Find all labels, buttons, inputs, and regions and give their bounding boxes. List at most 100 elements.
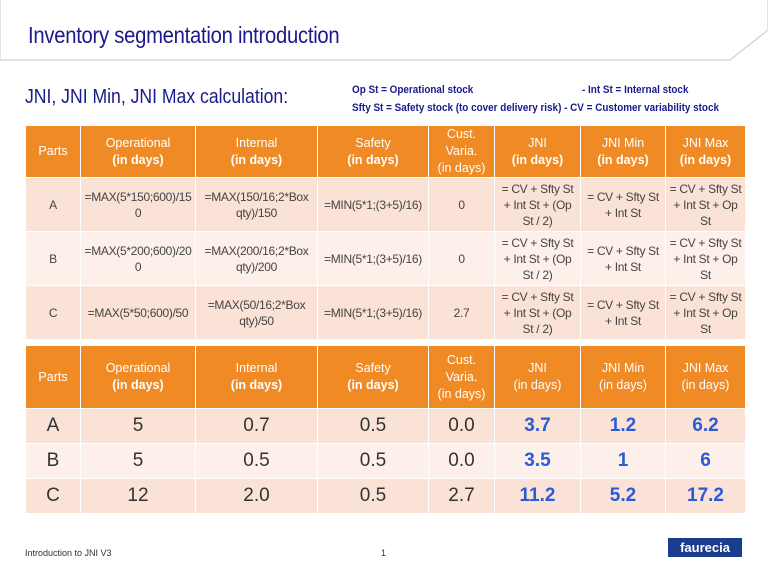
- header-label: Operational: [105, 361, 171, 375]
- header-cell: Internal (in days): [195, 125, 318, 178]
- header-unit: (in days): [681, 378, 730, 392]
- cell: = CV + Sfty St + Int St + (Op St / 2): [494, 177, 581, 232]
- header-label: Parts: [38, 144, 68, 158]
- cell: C: [25, 285, 81, 340]
- header-cell: JNI Min (in days): [580, 125, 666, 178]
- header-unit: (in days): [347, 378, 399, 392]
- cell: 0.0: [428, 443, 495, 479]
- cell: 1.2: [580, 408, 666, 444]
- header-label: JNI Max: [682, 361, 729, 375]
- header-cell: JNI Min (in days): [580, 345, 666, 409]
- data-row: B =MAX(5*200;600)/200 =MAX(200/16;2*Box qt…: [25, 231, 746, 286]
- cell: = CV + Sfty St + Int St + Op St: [665, 285, 746, 340]
- cell: =MAX(200/16;2*Box qty)/200: [195, 231, 318, 286]
- cell: =MIN(5*1;(3+5)/16): [317, 231, 429, 286]
- header-cell: Operational (in days): [80, 345, 196, 409]
- cell: B: [25, 443, 81, 479]
- cell: =MIN(5*1;(3+5)/16): [317, 177, 429, 232]
- header-cell: Parts: [25, 345, 81, 409]
- cell: 6: [665, 443, 746, 479]
- header-unit: (in days): [679, 152, 732, 167]
- cell: =MAX(150/16;2*Box qty)/150: [195, 177, 318, 232]
- cell: C: [25, 478, 81, 514]
- cell: 3.7: [494, 408, 581, 444]
- header-label: Cust. Varia.: [445, 127, 478, 158]
- logo: faurecia: [668, 538, 742, 557]
- header-label: Operational: [105, 135, 171, 150]
- header-unit: (in days): [347, 152, 399, 167]
- cell: 0.5: [195, 443, 318, 479]
- cell: 0.5: [317, 408, 429, 444]
- header-label: Internal: [235, 361, 278, 375]
- cell: 5: [80, 443, 196, 479]
- cell: =MAX(5*50;600)/50: [80, 285, 196, 340]
- cell: = CV + Sfty St + Int St: [580, 231, 666, 286]
- cell: = CV + Sfty St + Int St + (Op St / 2): [494, 231, 581, 286]
- cell: = CV + Sfty St + Int St: [580, 177, 666, 232]
- header-row: Parts Operational (in days) Internal (in day…: [25, 125, 746, 178]
- cell: 5.2: [580, 478, 666, 514]
- header-label: Internal: [235, 135, 278, 150]
- cell: A: [25, 177, 81, 232]
- header-shape: [0, 0, 768, 61]
- data-row: C 12 2.0 0.5 2.7 11.2 5.2 17.2: [25, 478, 746, 514]
- header-label: Safety: [355, 361, 391, 375]
- header-label: JNI Max: [682, 135, 729, 150]
- header-row: Parts Operational (in days) Internal (in day…: [25, 345, 746, 409]
- cell: =MAX(50/16;2*Box qty)/50: [195, 285, 318, 340]
- header-cell: Cust. Varia. (in days): [428, 125, 495, 178]
- header-unit: (in days): [599, 378, 647, 392]
- header-cell: Internal (in days): [195, 345, 318, 409]
- page-number: 1: [381, 548, 387, 558]
- data-row: A =MAX(5*150;600)/150 =MAX(150/16;2*Box qt…: [25, 177, 746, 232]
- cell: 2.0: [195, 478, 318, 514]
- cell: = CV + Sfty St + Int St: [580, 285, 666, 340]
- cell: = CV + Sfty St + Int St + (Op St / 2): [494, 285, 581, 340]
- header-unit: (in days): [112, 378, 164, 392]
- cell: 1: [580, 443, 666, 479]
- note: - Int St = Internal stock: [582, 84, 689, 96]
- header-label: JNI Min: [601, 361, 645, 375]
- cell: = CV + Sfty St + Int St + Op St: [665, 177, 746, 232]
- header-unit: (in days): [230, 152, 283, 167]
- header-label: Parts: [38, 369, 68, 384]
- result-table: Parts Operational (in days) Internal (in day…: [25, 345, 746, 514]
- cell: 11.2: [494, 478, 581, 514]
- cell: 0.7: [195, 408, 318, 444]
- cell: =MAX(5*150;600)/150: [80, 177, 196, 232]
- header-unit: (in days): [597, 152, 649, 167]
- cell: 0.0: [428, 408, 495, 444]
- header-cell: Parts: [25, 125, 81, 178]
- cell: =MAX(5*200;600)/200: [80, 231, 196, 286]
- header-cell: JNI Max (in days): [665, 345, 746, 409]
- cell: B: [25, 231, 81, 286]
- header-label: Cust. Varia.: [445, 352, 478, 384]
- header-unit: (in days): [437, 161, 486, 175]
- section-title: JNI, JNI Min, JNI Max calculation:: [25, 86, 289, 108]
- header-cell: Safety (in days): [317, 125, 429, 178]
- header-label: JNI: [528, 135, 547, 150]
- data-row: C =MAX(5*50;600)/50 =MAX(50/16;2*Box qty)/…: [25, 285, 746, 340]
- cell: 0.5: [317, 478, 429, 514]
- header-label: Safety: [355, 135, 391, 150]
- header-label: JNI Min: [601, 135, 645, 150]
- header-unit: (in days): [513, 378, 562, 392]
- header-cell: Operational (in days): [80, 125, 196, 178]
- header-cell: Cust. Varia. (in days): [428, 345, 495, 409]
- cell: 2.7: [428, 285, 495, 340]
- header-unit: (in days): [230, 378, 283, 392]
- cell: 3.5: [494, 443, 581, 479]
- cell: =MIN(5*1;(3+5)/16): [317, 285, 429, 340]
- slide-title: Inventory segmentation introduction: [28, 22, 340, 48]
- cell: 6.2: [665, 408, 746, 444]
- data-row: B 5 0.5 0.5 0.0 3.5 1 6: [25, 443, 746, 479]
- cell: 12: [80, 478, 196, 514]
- note: Sfty St = Safety stock (to cover deliver…: [352, 102, 719, 114]
- header-cell: JNI (in days): [494, 125, 581, 178]
- header-unit: (in days): [437, 386, 486, 401]
- header-cell: JNI Max (in days): [665, 125, 746, 178]
- formula-table: Parts Operational (in days) Internal (in day…: [25, 125, 746, 340]
- header-unit: (in days): [112, 152, 164, 167]
- cell: A: [25, 408, 81, 444]
